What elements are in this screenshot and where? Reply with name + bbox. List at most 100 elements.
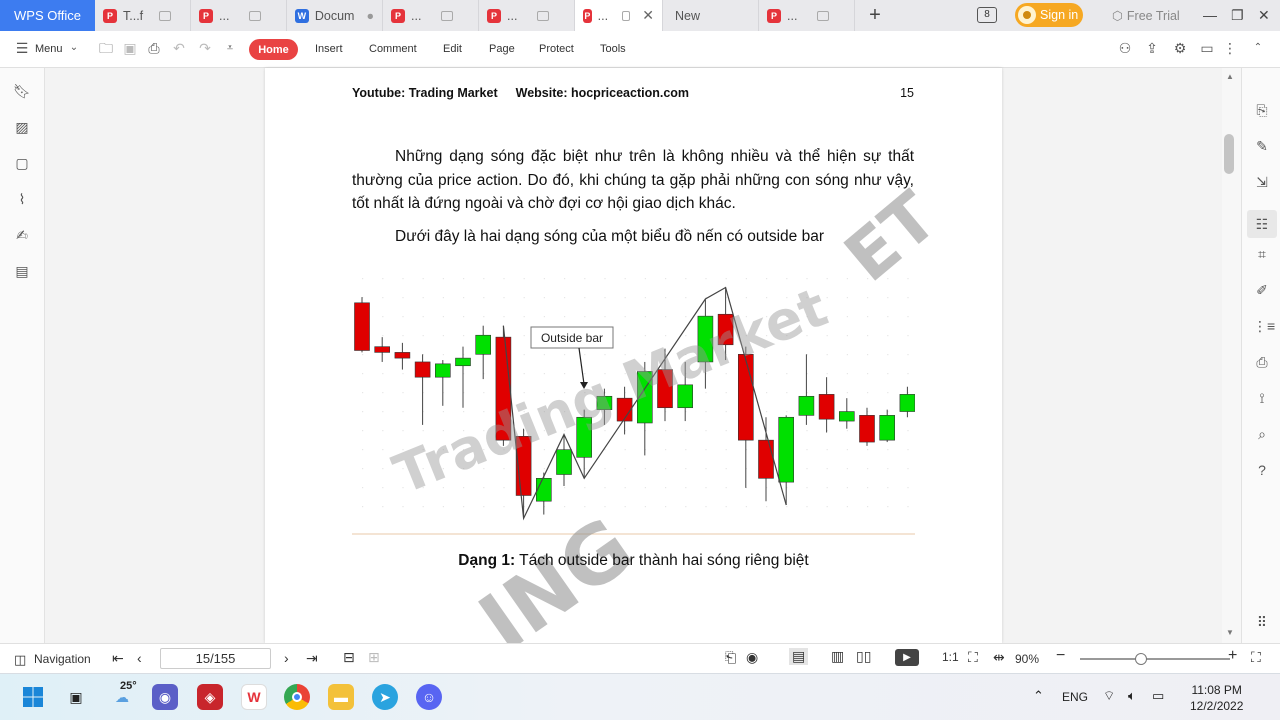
signature-icon[interactable]: ✍ xyxy=(16,227,28,243)
print-icon[interactable]: ⎙ xyxy=(148,40,160,56)
export-page-icon[interactable]: ⎗ xyxy=(725,649,737,665)
redo-icon[interactable]: ↷ xyxy=(199,40,211,56)
page-number-input[interactable]: 15/155 xyxy=(160,648,271,669)
edit-pdf-icon[interactable]: ✎ xyxy=(1256,138,1268,154)
weather-icon[interactable]: ☁ xyxy=(115,688,129,705)
volume-icon[interactable]: 🔈︎ xyxy=(1128,688,1136,703)
comment-bubble-icon[interactable]: ▭ xyxy=(1200,40,1214,56)
doc-tab[interactable]: P... xyxy=(383,0,479,31)
telegram-icon[interactable]: ➤ xyxy=(372,684,398,710)
convert-icon[interactable]: ⇲ xyxy=(1256,174,1268,190)
back-view-icon[interactable]: ⊟ xyxy=(343,649,355,665)
chevron-down-icon[interactable]: ⌄ xyxy=(69,42,79,53)
task-view-icon[interactable]: ▣ xyxy=(69,688,83,705)
continuous-view-icon[interactable]: ▥ xyxy=(831,648,845,664)
app-red-icon[interactable]: ◈ xyxy=(197,684,223,710)
language-indicator[interactable]: ENG xyxy=(1062,690,1089,704)
print-side-icon[interactable]: ⎙ xyxy=(1256,354,1268,370)
scroll-down-icon[interactable]: ▼ xyxy=(1226,628,1234,637)
scroll-up-icon[interactable]: ▲ xyxy=(1226,72,1234,81)
fit-width-icon[interactable]: ⇹ xyxy=(993,649,1005,665)
settings-gear-icon[interactable]: ⚙ xyxy=(1173,40,1187,56)
wifi-icon[interactable]: ⌔ xyxy=(1103,688,1116,703)
zoom-level-dropdown[interactable]: 90% xyxy=(1015,652,1040,666)
tab-home[interactable]: Home xyxy=(249,39,298,60)
fullscreen-icon[interactable]: ⛶ xyxy=(1251,649,1261,665)
fit-page-icon[interactable]: ⛶ xyxy=(968,649,978,665)
battery-icon[interactable]: ▭ xyxy=(1152,688,1165,703)
close-window-icon[interactable]: ✕ xyxy=(1258,7,1270,23)
vertical-scrollbar[interactable]: ▲ ▼ xyxy=(1222,68,1241,643)
scroll-thumb[interactable] xyxy=(1224,134,1234,174)
sign-in-button[interactable]: Sign in xyxy=(1015,3,1083,27)
free-trial-button[interactable]: ⬡ Free Trial xyxy=(1112,8,1180,24)
hamburger-menu-icon[interactable]: ☰ xyxy=(15,40,29,56)
wps-taskbar-icon[interactable]: W xyxy=(241,684,267,710)
export-icon[interactable]: ⇪ xyxy=(1146,40,1158,56)
compare-icon[interactable]: ⋮≡ xyxy=(1253,318,1276,334)
thumbnail-image-icon[interactable]: ▨ xyxy=(15,119,29,135)
single-page-view-icon[interactable]: ▤ xyxy=(789,648,809,665)
navigation-panel-icon[interactable]: ◫ xyxy=(14,652,27,667)
tab-comment[interactable]: Comment xyxy=(369,43,417,55)
crop-icon[interactable]: ⌗ xyxy=(1258,246,1266,262)
apps-grid-icon[interactable]: ⠿ xyxy=(1256,614,1268,630)
window-icon[interactable] xyxy=(622,10,631,21)
zoom-out-icon[interactable]: − xyxy=(1056,647,1066,664)
doc-tab[interactable]: P... xyxy=(191,0,287,31)
doc-tab-active[interactable]: P... ✕ xyxy=(575,0,663,31)
teams-chat-icon[interactable]: ◉ xyxy=(152,684,178,710)
doc-tab[interactable]: P T...f xyxy=(95,0,191,31)
share-user-icon[interactable]: ⚇ xyxy=(1118,40,1132,56)
tab-page[interactable]: Page xyxy=(489,43,515,55)
add-tab-button[interactable]: + xyxy=(869,4,881,26)
prev-page-icon[interactable]: ‹ xyxy=(137,650,142,666)
discord-icon[interactable]: ☺ xyxy=(416,684,442,710)
more-dropdown-icon[interactable]: ⩡ xyxy=(226,42,234,54)
file-explorer-icon[interactable]: ▬ xyxy=(328,684,354,710)
restore-icon[interactable]: ❐ xyxy=(1231,7,1244,23)
tab-insert[interactable]: Insert xyxy=(315,43,343,55)
highlight-icon[interactable]: ✐ xyxy=(1256,282,1268,298)
tab-edit[interactable]: Edit xyxy=(443,43,462,55)
windows-start-icon[interactable] xyxy=(20,684,46,710)
translate-icon[interactable]: ⟟ xyxy=(1259,390,1265,406)
zoom-in-icon[interactable]: + xyxy=(1228,647,1238,664)
doc-tab[interactable]: P... xyxy=(479,0,575,31)
actual-size-icon[interactable]: 1:1 xyxy=(942,650,959,664)
more-options-icon[interactable]: ⋮ xyxy=(1223,40,1237,56)
doc-tab[interactable]: W Docum ● xyxy=(287,0,383,31)
next-page-icon[interactable]: › xyxy=(284,650,289,666)
eye-protection-icon[interactable]: ◉ xyxy=(746,649,759,665)
tab-tools[interactable]: Tools xyxy=(600,43,626,55)
navigation-button[interactable]: Navigation xyxy=(34,652,91,666)
last-page-icon[interactable]: ⇥ xyxy=(306,650,318,666)
wps-office-tab[interactable]: WPS Office xyxy=(0,0,95,31)
tray-overflow-icon[interactable]: ⌃ xyxy=(1033,688,1044,703)
attachment-icon[interactable]: ⌇ xyxy=(18,191,26,207)
undo-icon[interactable]: ↶ xyxy=(173,40,185,56)
zoom-slider-knob[interactable] xyxy=(1135,653,1147,665)
two-page-view-icon[interactable]: ▯▯ xyxy=(856,648,872,664)
minimize-icon[interactable]: — xyxy=(1203,7,1217,23)
pdf-to-word-icon[interactable]: ⎘ xyxy=(1256,102,1268,118)
open-folder-icon[interactable]: 🗀 xyxy=(99,40,113,56)
doc-tab[interactable]: P... xyxy=(759,0,855,31)
tab-protect[interactable]: Protect xyxy=(539,43,574,55)
first-page-icon[interactable]: ⇤ xyxy=(112,650,124,666)
zoom-slider[interactable] xyxy=(1080,653,1230,665)
form-icon[interactable]: ▤ xyxy=(15,263,29,279)
close-tab-icon[interactable]: ✕ xyxy=(642,7,654,23)
search-icon[interactable]: ⌕ xyxy=(1258,426,1266,442)
system-clock[interactable]: 11:08 PM 12/2/2022 xyxy=(1190,682,1243,714)
tab-count-badge[interactable]: 8 xyxy=(977,7,997,23)
save-icon[interactable]: ▣ xyxy=(123,40,137,56)
collapse-ribbon-icon[interactable]: ⌃ xyxy=(1253,42,1263,53)
bookmark-icon[interactable]: 🔖︎ xyxy=(13,83,31,99)
new-tab[interactable]: New xyxy=(663,0,759,31)
forward-view-icon[interactable]: ⊞ xyxy=(368,649,380,665)
play-slideshow-icon[interactable]: ▶ xyxy=(895,649,919,666)
menu-button[interactable]: Menu xyxy=(35,43,63,55)
comment-icon[interactable]: ▢ xyxy=(15,155,29,171)
help-icon[interactable]: ? xyxy=(1258,462,1266,478)
